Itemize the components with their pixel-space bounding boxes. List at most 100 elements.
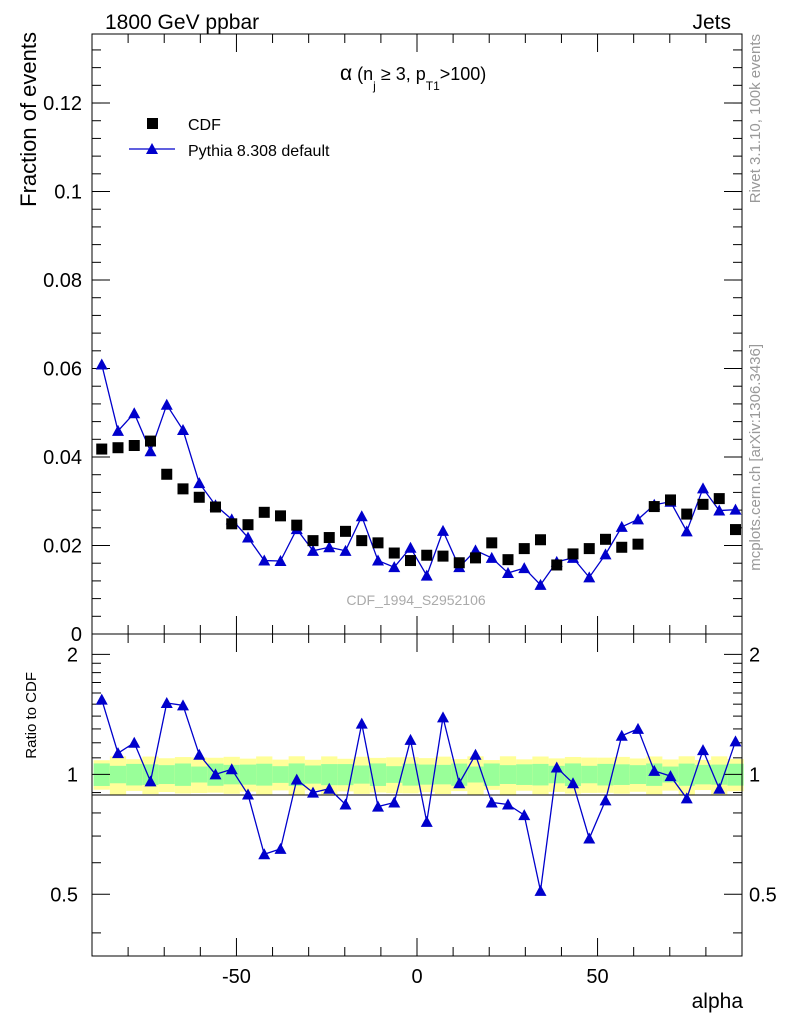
pythia-point [729, 503, 742, 515]
legend: CDF Pythia 8.308 default [129, 117, 330, 160]
inner-band-segment [126, 763, 143, 786]
inner-band-segment [499, 765, 517, 785]
cdf-point [177, 483, 189, 495]
main-y-axis-label: Fraction of events [16, 32, 41, 207]
pythia-point [144, 445, 157, 457]
cdf-point [193, 491, 205, 503]
ratio-panel-series [95, 693, 742, 896]
inner-band-segment [597, 763, 614, 786]
ratio-point [355, 717, 368, 729]
cdf-point [713, 493, 725, 505]
cdf-point [551, 559, 563, 571]
pythia-line [101, 364, 736, 586]
ratio-point [160, 697, 173, 709]
ratio-x-tick-label: 50 [586, 966, 608, 988]
ratio-point [372, 800, 384, 812]
pythia-point [242, 531, 254, 543]
ratio-point [209, 768, 222, 780]
inner-band-segment [337, 764, 354, 786]
ratio-point [583, 832, 596, 844]
ratio-panel-frame [91, 633, 743, 957]
ratio-point [437, 711, 449, 723]
pythia-point [632, 513, 644, 525]
pythia-point [680, 525, 693, 537]
inner-band-segment [353, 765, 370, 784]
ratio-point [404, 733, 417, 745]
pythia-point [258, 554, 271, 566]
pythia-point [388, 561, 401, 573]
ratio-point [502, 798, 514, 810]
inner-band-segment [239, 764, 257, 785]
pythia-point [437, 524, 449, 536]
cdf-point [356, 535, 368, 547]
ratio-point [697, 744, 709, 756]
ratio-point [632, 722, 644, 734]
ratio-panel-ticks: -50 0 50 0.5 0.5 1 1 2 2 [50, 634, 777, 988]
pythia-point [518, 562, 531, 574]
cdf-point [96, 443, 108, 455]
ratio-y-tick-label-left: 1 [67, 764, 78, 786]
inner-band-segment [564, 763, 582, 786]
cdf-point [437, 550, 449, 562]
cdf-point [405, 555, 416, 567]
inner-band-segment [174, 763, 192, 786]
cdf-point [470, 552, 481, 564]
cdf-point [226, 518, 238, 530]
ratio-point [274, 842, 287, 854]
inner-band-segment [321, 764, 338, 786]
cdf-point [567, 548, 579, 560]
cdf-point [112, 442, 124, 454]
inner-band-segment [272, 766, 289, 783]
inner-band-segment [629, 765, 647, 785]
pythia-point [112, 424, 124, 436]
main-y-tick-label: 0.04 [43, 447, 82, 469]
pythia-point [274, 554, 287, 566]
inner-band-segment [467, 766, 484, 783]
process-label: Jets [692, 11, 731, 34]
main-y-tick-label: 0.12 [43, 93, 82, 115]
cdf-point [502, 554, 514, 566]
main-y-tick-label: 0.1 [54, 182, 82, 204]
ratio-point [550, 761, 563, 773]
rivet-label: Rivet 3.1.10, 100k events [747, 34, 764, 203]
inner-band-segment [532, 763, 549, 786]
ratio-point [680, 792, 693, 804]
energy-label: 1800 GeV ppbar [105, 11, 259, 34]
inner-band-segment [142, 764, 159, 785]
legend-cdf-label: CDF [188, 117, 221, 134]
ratio-point [193, 748, 206, 760]
cdf-point [535, 534, 546, 546]
inner-band-segment [109, 765, 127, 784]
ratio-point [648, 764, 661, 776]
cdf-point [453, 557, 465, 569]
pythia-point [502, 566, 514, 578]
cdf-point [242, 519, 254, 531]
inner-band-segment [402, 763, 419, 786]
ratio-point [534, 884, 547, 896]
ratio-point [453, 777, 466, 789]
pythia-point [534, 578, 547, 590]
main-y-tick-label: 0.06 [43, 359, 82, 381]
cdf-point [258, 506, 270, 518]
ratio-x-tick-label: -50 [222, 966, 251, 988]
main-y-tick-label: 0.02 [43, 536, 82, 558]
inner-band-segment [581, 765, 598, 784]
pythia-point [160, 398, 173, 410]
cdf-point [632, 538, 644, 550]
inner-band-segment [613, 764, 630, 785]
cdf-point [291, 519, 303, 531]
cdf-point [616, 541, 628, 553]
ratio-point [258, 848, 271, 860]
ratio-point [323, 782, 336, 794]
ratio-point [420, 815, 433, 827]
pythia-point [177, 424, 189, 436]
pythia-point [697, 482, 709, 494]
ratio-y-axis-label: Ratio to CDF [23, 672, 40, 759]
pythia-point [420, 569, 433, 581]
ratio-y-tick-label-right: 2 [749, 644, 760, 666]
ratio-point [713, 782, 726, 794]
inner-band-segment [304, 765, 322, 784]
pythia-point [128, 407, 141, 419]
ratio-y-tick-label-right: 0.5 [749, 884, 777, 906]
ratio-point [128, 736, 141, 748]
